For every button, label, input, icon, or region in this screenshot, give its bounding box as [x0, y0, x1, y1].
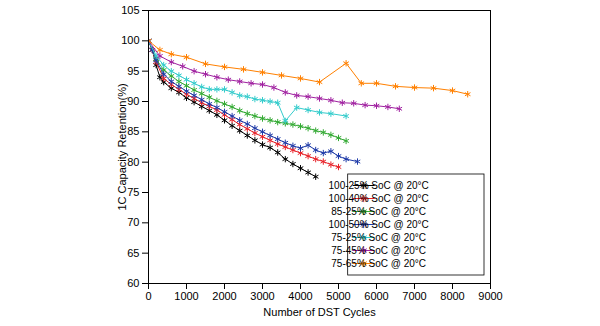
svg-text:85: 85	[127, 125, 139, 137]
svg-text:1000: 1000	[174, 290, 198, 302]
svg-text:100-25% SoC @ 20°C: 100-25% SoC @ 20°C	[329, 180, 429, 191]
svg-text:85-25% SoC @ 20°C: 85-25% SoC @ 20°C	[331, 206, 426, 217]
svg-text:75-25% SoC @ 20°C: 75-25% SoC @ 20°C	[331, 232, 426, 243]
svg-text:100: 100	[121, 34, 139, 46]
svg-text:80: 80	[127, 156, 139, 168]
svg-text:4000: 4000	[288, 290, 312, 302]
svg-text:75-65% SoC @ 20°C: 75-65% SoC @ 20°C	[331, 258, 426, 269]
svg-text:8000: 8000	[440, 290, 464, 302]
svg-text:75: 75	[127, 186, 139, 198]
svg-text:60: 60	[127, 277, 139, 289]
svg-text:100-40% SoC @ 20°C: 100-40% SoC @ 20°C	[329, 193, 429, 204]
svg-text:3000: 3000	[250, 290, 274, 302]
svg-text:1C Capacity Retention(%): 1C Capacity Retention(%)	[116, 83, 128, 210]
svg-text:5000: 5000	[326, 290, 350, 302]
svg-text:105: 105	[121, 4, 139, 16]
svg-text:6000: 6000	[364, 290, 388, 302]
svg-text:70: 70	[127, 216, 139, 228]
svg-text:7000: 7000	[402, 290, 426, 302]
svg-text:95: 95	[127, 65, 139, 77]
svg-text:100-50% SoC @ 20°C: 100-50% SoC @ 20°C	[329, 219, 429, 230]
svg-text:2000: 2000	[212, 290, 236, 302]
svg-text:9000: 9000	[478, 290, 502, 302]
svg-text:65: 65	[127, 247, 139, 259]
svg-text:90: 90	[127, 95, 139, 107]
svg-text:0: 0	[145, 290, 151, 302]
svg-text:Number of DST Cycles: Number of DST Cycles	[263, 306, 376, 318]
svg-text:75-45% SoC @ 20°C: 75-45% SoC @ 20°C	[331, 245, 426, 256]
